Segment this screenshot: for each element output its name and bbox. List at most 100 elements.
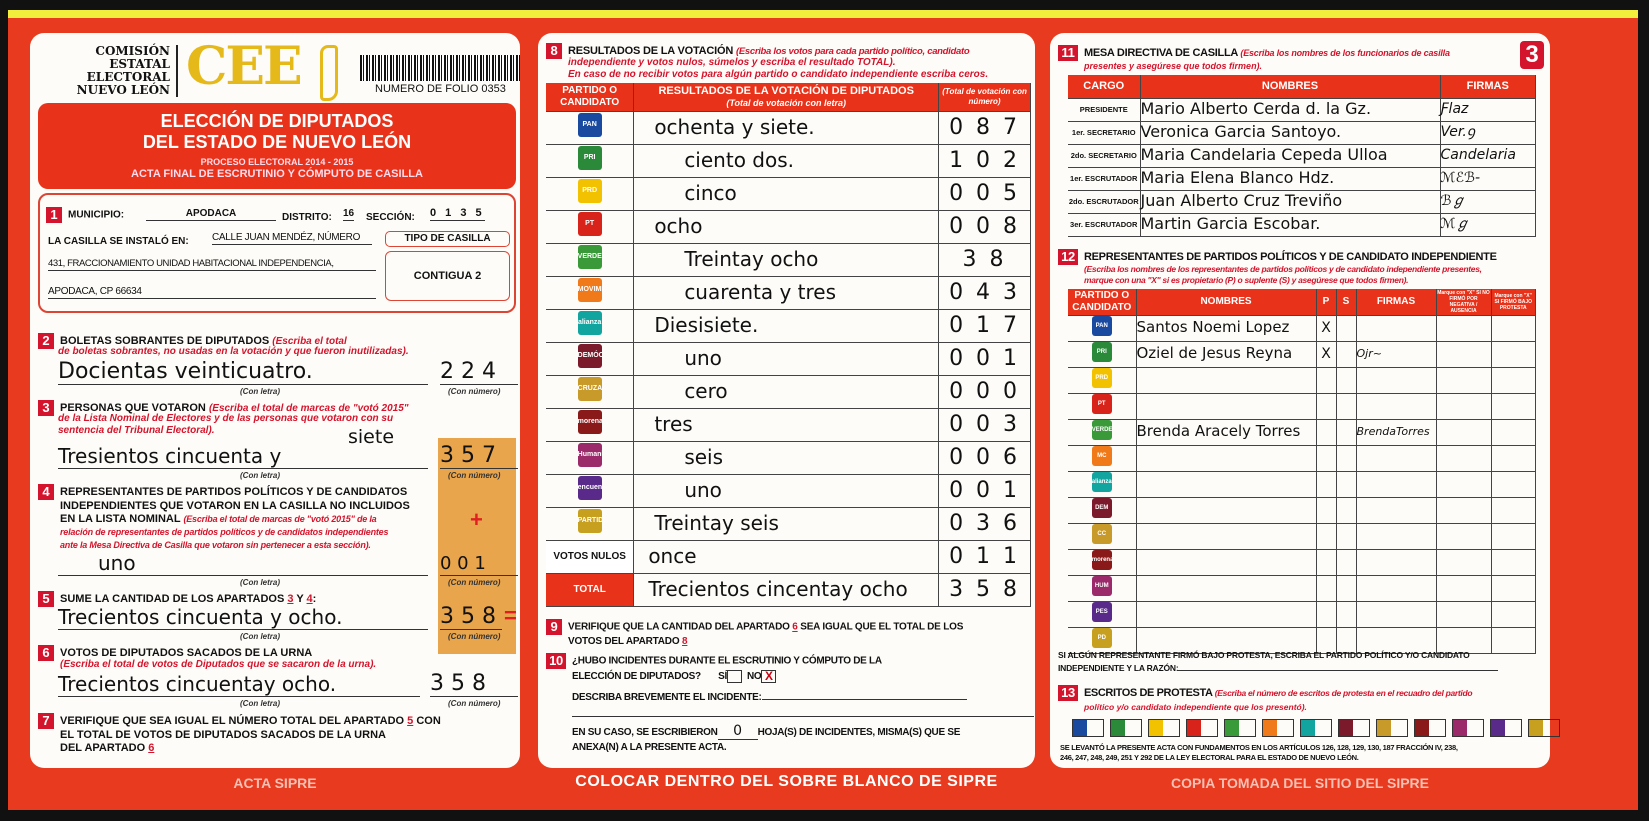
si-checkbox[interactable] bbox=[727, 669, 742, 683]
propietario-mark[interactable] bbox=[1316, 575, 1337, 602]
representante-nombre[interactable]: Brenda Aracely Torres bbox=[1136, 419, 1317, 446]
funcionario-firma[interactable]: Ƒlaz bbox=[1440, 98, 1536, 122]
protesta-box[interactable] bbox=[1186, 719, 1218, 737]
funcionario-firma[interactable]: ℳℊ bbox=[1440, 213, 1536, 237]
representante-firma[interactable]: BrendaTorres bbox=[1356, 419, 1437, 446]
protesta-cell[interactable] bbox=[1491, 315, 1536, 342]
negativa-cell[interactable] bbox=[1436, 601, 1492, 628]
protesta-box[interactable] bbox=[1110, 719, 1142, 737]
protesta-box[interactable] bbox=[1224, 719, 1256, 737]
representante-nombre[interactable] bbox=[1136, 523, 1317, 550]
propietario-mark[interactable] bbox=[1316, 549, 1337, 576]
representante-nombre[interactable]: Oziel de Jesus Reyna bbox=[1136, 341, 1317, 368]
suplente-mark[interactable] bbox=[1336, 575, 1357, 602]
negativa-cell[interactable] bbox=[1436, 341, 1492, 368]
votes-letra[interactable]: uno bbox=[633, 342, 940, 376]
votes-numero[interactable]: 1 0 2 bbox=[938, 144, 1031, 178]
nulos-numero[interactable]: 0 1 1 bbox=[938, 540, 1031, 574]
representante-firma[interactable] bbox=[1356, 523, 1437, 550]
total-numero[interactable]: 3 5 8 bbox=[938, 573, 1031, 607]
representante-nombre[interactable] bbox=[1136, 367, 1317, 394]
votes-letra[interactable]: Diesisiete. bbox=[633, 309, 940, 343]
votes-numero[interactable]: 0 1 7 bbox=[938, 309, 1031, 343]
representante-firma[interactable] bbox=[1356, 627, 1437, 654]
propietario-mark[interactable] bbox=[1316, 367, 1337, 394]
suplente-mark[interactable] bbox=[1336, 445, 1357, 472]
votes-letra[interactable]: cero bbox=[633, 375, 940, 409]
representante-nombre[interactable] bbox=[1136, 575, 1317, 602]
representante-firma[interactable] bbox=[1356, 393, 1437, 420]
representante-nombre[interactable] bbox=[1136, 445, 1317, 472]
funcionario-nombre[interactable]: Mario Alberto Cerda d. la Gz. bbox=[1140, 98, 1441, 122]
propietario-mark[interactable] bbox=[1316, 627, 1337, 654]
negativa-cell[interactable] bbox=[1436, 523, 1492, 550]
negativa-cell[interactable] bbox=[1436, 367, 1492, 394]
votes-numero[interactable]: 0 0 0 bbox=[938, 375, 1031, 409]
protesta-box[interactable] bbox=[1490, 719, 1522, 737]
propietario-mark[interactable] bbox=[1316, 497, 1337, 524]
representante-nombre[interactable]: Santos Noemi Lopez bbox=[1136, 315, 1317, 342]
protesta-box[interactable] bbox=[1300, 719, 1332, 737]
funcionario-nombre[interactable]: Martin Garcia Escobar. bbox=[1140, 213, 1441, 237]
protesta-box[interactable] bbox=[1262, 719, 1294, 737]
protesta-cell[interactable] bbox=[1491, 445, 1536, 472]
representante-firma[interactable] bbox=[1356, 445, 1437, 472]
negativa-cell[interactable] bbox=[1436, 471, 1492, 498]
suplente-mark[interactable] bbox=[1336, 627, 1357, 654]
representante-firma[interactable] bbox=[1356, 575, 1437, 602]
negativa-cell[interactable] bbox=[1436, 315, 1492, 342]
votes-letra[interactable]: seis bbox=[633, 441, 940, 475]
votes-numero[interactable]: 0 0 1 bbox=[938, 474, 1031, 508]
funcionario-nombre[interactable]: Veronica Garcia Santoyo. bbox=[1140, 121, 1441, 145]
votes-numero[interactable]: 0 0 3 bbox=[938, 408, 1031, 442]
propietario-mark[interactable] bbox=[1316, 471, 1337, 498]
representante-firma[interactable] bbox=[1356, 367, 1437, 394]
suplente-mark[interactable] bbox=[1336, 341, 1357, 368]
protesta-cell[interactable] bbox=[1491, 393, 1536, 420]
protesta-cell[interactable] bbox=[1491, 497, 1536, 524]
representante-nombre[interactable] bbox=[1136, 549, 1317, 576]
propietario-mark[interactable] bbox=[1316, 523, 1337, 550]
protesta-box[interactable] bbox=[1376, 719, 1408, 737]
funcionario-firma[interactable]: ℬℊ bbox=[1440, 190, 1536, 214]
representante-nombre[interactable] bbox=[1136, 627, 1317, 654]
propietario-mark[interactable] bbox=[1316, 445, 1337, 472]
funcionario-firma[interactable]: Ver.ꝯ bbox=[1440, 121, 1536, 145]
representante-firma[interactable] bbox=[1356, 601, 1437, 628]
suplente-mark[interactable] bbox=[1336, 497, 1357, 524]
suplente-mark[interactable] bbox=[1336, 367, 1357, 394]
negativa-cell[interactable] bbox=[1436, 575, 1492, 602]
votes-letra[interactable]: ciento dos. bbox=[633, 144, 940, 178]
protesta-box[interactable] bbox=[1528, 719, 1560, 737]
representante-nombre[interactable] bbox=[1136, 393, 1317, 420]
votes-numero[interactable]: 3 8 bbox=[938, 243, 1031, 277]
votes-numero[interactable]: 0 3 6 bbox=[938, 507, 1031, 541]
suplente-mark[interactable] bbox=[1336, 471, 1357, 498]
funcionario-firma[interactable]: Candelaria bbox=[1440, 144, 1536, 168]
propietario-mark[interactable] bbox=[1316, 393, 1337, 420]
funcionario-nombre[interactable]: Maria Elena Blanco Hdz. bbox=[1140, 167, 1441, 191]
protesta-cell[interactable] bbox=[1491, 419, 1536, 446]
suplente-mark[interactable] bbox=[1336, 549, 1357, 576]
suplente-mark[interactable] bbox=[1336, 601, 1357, 628]
votes-numero[interactable]: 0 0 5 bbox=[938, 177, 1031, 211]
votes-numero[interactable]: 0 0 6 bbox=[938, 441, 1031, 475]
funcionario-firma[interactable]: ℳℰℬ- bbox=[1440, 167, 1536, 191]
representante-nombre[interactable] bbox=[1136, 497, 1317, 524]
propietario-mark[interactable] bbox=[1316, 419, 1337, 446]
suplente-mark[interactable] bbox=[1336, 315, 1357, 342]
protesta-box[interactable] bbox=[1414, 719, 1446, 737]
protesta-box[interactable] bbox=[1072, 719, 1104, 737]
suplente-mark[interactable] bbox=[1336, 523, 1357, 550]
votes-numero[interactable]: 0 0 8 bbox=[938, 210, 1031, 244]
votes-letra[interactable]: cuarenta y tres bbox=[633, 276, 940, 310]
negativa-cell[interactable] bbox=[1436, 419, 1492, 446]
total-letra[interactable]: Trecientos cincentay ocho bbox=[633, 573, 940, 607]
protesta-cell[interactable] bbox=[1491, 627, 1536, 654]
funcionario-nombre[interactable]: Maria Candelaria Cepeda Ulloa bbox=[1140, 144, 1441, 168]
votes-letra[interactable]: cinco bbox=[633, 177, 940, 211]
propietario-mark[interactable] bbox=[1316, 601, 1337, 628]
protesta-box[interactable] bbox=[1338, 719, 1370, 737]
votes-letra[interactable]: Treintay ocho bbox=[633, 243, 940, 277]
no-checkbox[interactable]: X bbox=[761, 669, 777, 683]
